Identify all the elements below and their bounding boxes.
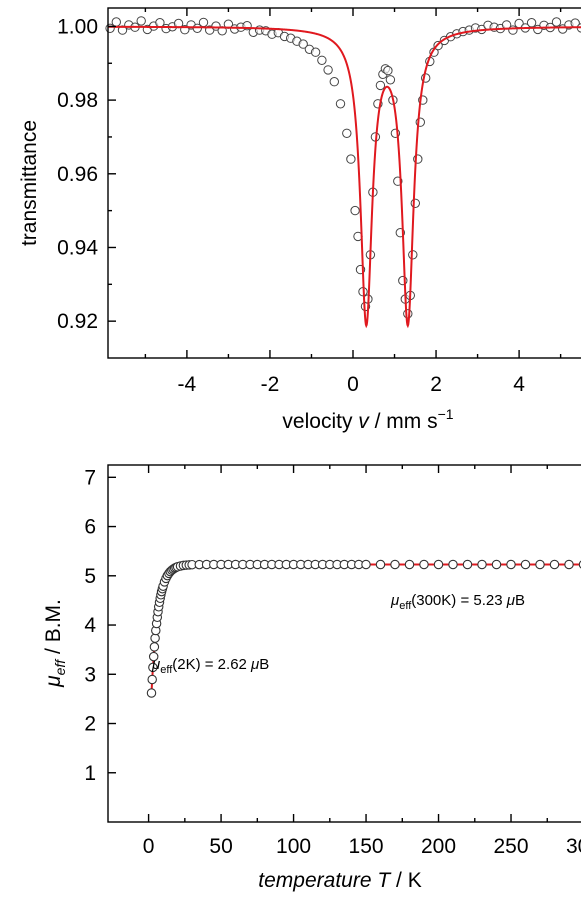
bottom-fit-curve xyxy=(150,563,581,694)
bottom-data-point xyxy=(448,559,458,570)
top-data-point xyxy=(526,18,537,28)
top-data-point xyxy=(375,80,386,91)
top-x-tick-label: 2 xyxy=(430,373,442,396)
bottom-y-tick-label: 4 xyxy=(84,614,96,637)
top-fit-curve xyxy=(108,25,581,329)
top-y-axis-label: transmittance xyxy=(18,120,41,246)
bottom-data-point xyxy=(520,559,531,570)
bottom-data-point xyxy=(375,559,386,570)
bottom-data-point xyxy=(564,559,574,570)
top-x-tick-label: 4 xyxy=(513,373,525,396)
bottom-y-tick-label: 6 xyxy=(84,516,96,539)
top-y-tick-label: 1.00 xyxy=(57,15,98,38)
top-data-point xyxy=(317,55,327,65)
bottom-x-tick-label: 250 xyxy=(493,835,528,858)
bottom-y-tick-label: 2 xyxy=(84,713,96,736)
bottom-x-tick-label: 0 xyxy=(143,835,155,858)
top-data-point xyxy=(335,99,346,109)
top-data-point xyxy=(551,17,562,27)
mueff-panel: 0 50 100 150 200 250 300 1 2 3 4 5 6 7 μeff / B.M. t… xyxy=(42,464,581,892)
bottom-x-ticks: 0 50 100 150 200 250 300 xyxy=(143,465,581,858)
bottom-data-point xyxy=(535,559,545,570)
mossbauer-panel: -4 -2 0 2 4 0.92 0.94 0.96 0.98 1.00 transmittan… xyxy=(18,7,581,433)
bottom-data-point xyxy=(148,662,158,673)
bottom-y-ticks: 1 2 3 4 5 6 7 xyxy=(84,466,116,785)
top-x-ticks: -4 -2 0 2 4 xyxy=(144,8,562,396)
top-data-point xyxy=(329,77,339,87)
top-data-point xyxy=(298,39,308,49)
top-x-axis-label: velocity v / mm s−1 xyxy=(282,406,453,433)
bottom-plot-frame xyxy=(107,464,581,823)
top-data-points xyxy=(105,16,581,319)
annotation-2k: μeff(2K) = 2.62 μB xyxy=(151,656,269,676)
top-data-point xyxy=(192,23,203,33)
bottom-x-tick-label: 300 xyxy=(566,835,581,858)
top-data-point xyxy=(310,47,321,57)
top-x-tick-label: -2 xyxy=(261,373,280,396)
bottom-y-axis-label: μeff / B.M. xyxy=(42,599,68,688)
bottom-data-point xyxy=(491,559,502,570)
bottom-x-tick-label: 50 xyxy=(209,835,232,858)
top-x-tick-label: -4 xyxy=(178,373,197,396)
bottom-y-tick-label: 7 xyxy=(84,466,96,489)
top-data-point xyxy=(403,309,413,319)
bottom-x-tick-label: 150 xyxy=(349,835,384,858)
bottom-y-tick-label: 3 xyxy=(84,663,96,686)
top-y-tick-label: 0.94 xyxy=(57,236,98,259)
top-data-point xyxy=(350,205,360,216)
bottom-data-point xyxy=(404,559,415,570)
top-x-tick-label: 0 xyxy=(347,373,359,396)
top-data-point xyxy=(342,128,352,139)
bottom-data-point xyxy=(506,559,516,570)
bottom-data-point xyxy=(146,688,157,698)
top-y-ticks: 0.92 0.94 0.96 0.98 1.00 xyxy=(57,15,116,333)
bottom-data-point xyxy=(390,559,400,570)
top-data-point xyxy=(383,65,393,76)
top-y-tick-label: 0.92 xyxy=(57,310,98,333)
bottom-data-points xyxy=(146,559,581,698)
top-data-point xyxy=(198,17,209,28)
bottom-data-point xyxy=(419,559,429,570)
bottom-y-tick-label: 1 xyxy=(84,762,96,785)
top-data-point xyxy=(111,17,122,27)
bottom-x-tick-label: 200 xyxy=(421,835,456,858)
top-data-point xyxy=(323,65,333,75)
top-data-point xyxy=(346,154,356,164)
top-data-point xyxy=(410,198,420,209)
bottom-data-point xyxy=(361,559,371,570)
bottom-data-point xyxy=(462,559,473,570)
top-y-tick-label: 0.98 xyxy=(57,89,98,112)
bottom-x-tick-label: 100 xyxy=(276,835,311,858)
bottom-data-point xyxy=(549,559,560,570)
bottom-data-point xyxy=(433,559,444,570)
bottom-data-point xyxy=(477,559,487,570)
bottom-data-point xyxy=(147,674,157,685)
top-data-point xyxy=(385,75,396,85)
top-y-tick-label: 0.96 xyxy=(57,163,98,186)
bottom-data-point xyxy=(148,651,159,662)
top-plot-frame xyxy=(107,7,581,359)
top-data-point xyxy=(136,16,146,26)
annotation-300k: μeff(300K) = 5.23 μB xyxy=(390,592,525,612)
bottom-x-axis-label: temperature T / K xyxy=(258,869,421,892)
bottom-y-tick-label: 5 xyxy=(84,565,96,588)
bottom-data-point xyxy=(149,642,160,652)
top-data-point xyxy=(508,25,518,35)
bottom-data-point xyxy=(150,633,160,643)
